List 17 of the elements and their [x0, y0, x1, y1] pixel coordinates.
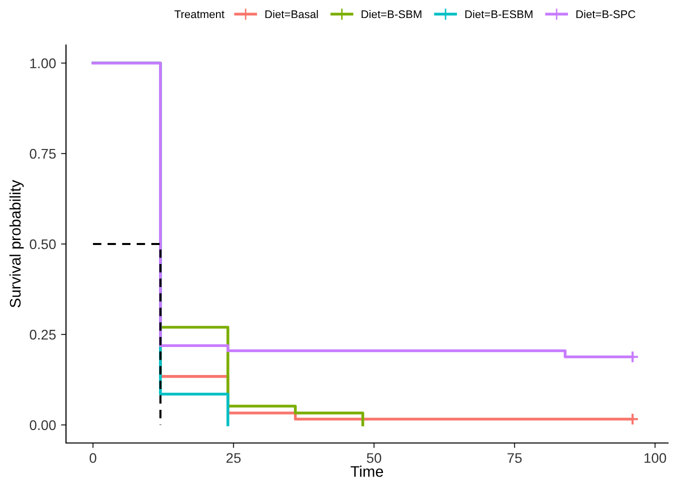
x-axis-title: Time — [350, 466, 384, 477]
y-tick-label: 0.50 — [30, 239, 56, 250]
y-tick-label: 1.00 — [30, 58, 56, 68]
legend-title: Treatment — [174, 10, 224, 18]
legend-label: Diet=B-SBM — [362, 10, 422, 18]
x-tick-label: 50 — [366, 453, 382, 463]
x-tick-label: 0 — [90, 453, 96, 463]
y-tick-label: 0.25 — [30, 330, 56, 340]
y-tick-label: 0.00 — [30, 420, 56, 430]
x-tick-label: 100 — [644, 453, 666, 463]
x-tick-label: 25 — [226, 453, 241, 463]
legend-label: Diet=Basal — [265, 10, 318, 18]
y-axis-title: Survival probability — [9, 180, 24, 308]
legend-label: Diet=B-SPC — [576, 10, 636, 18]
legend-label: Diet=B-ESBM — [465, 10, 532, 18]
x-tick-label: 75 — [508, 453, 522, 463]
y-tick-label: 0.75 — [30, 148, 56, 159]
